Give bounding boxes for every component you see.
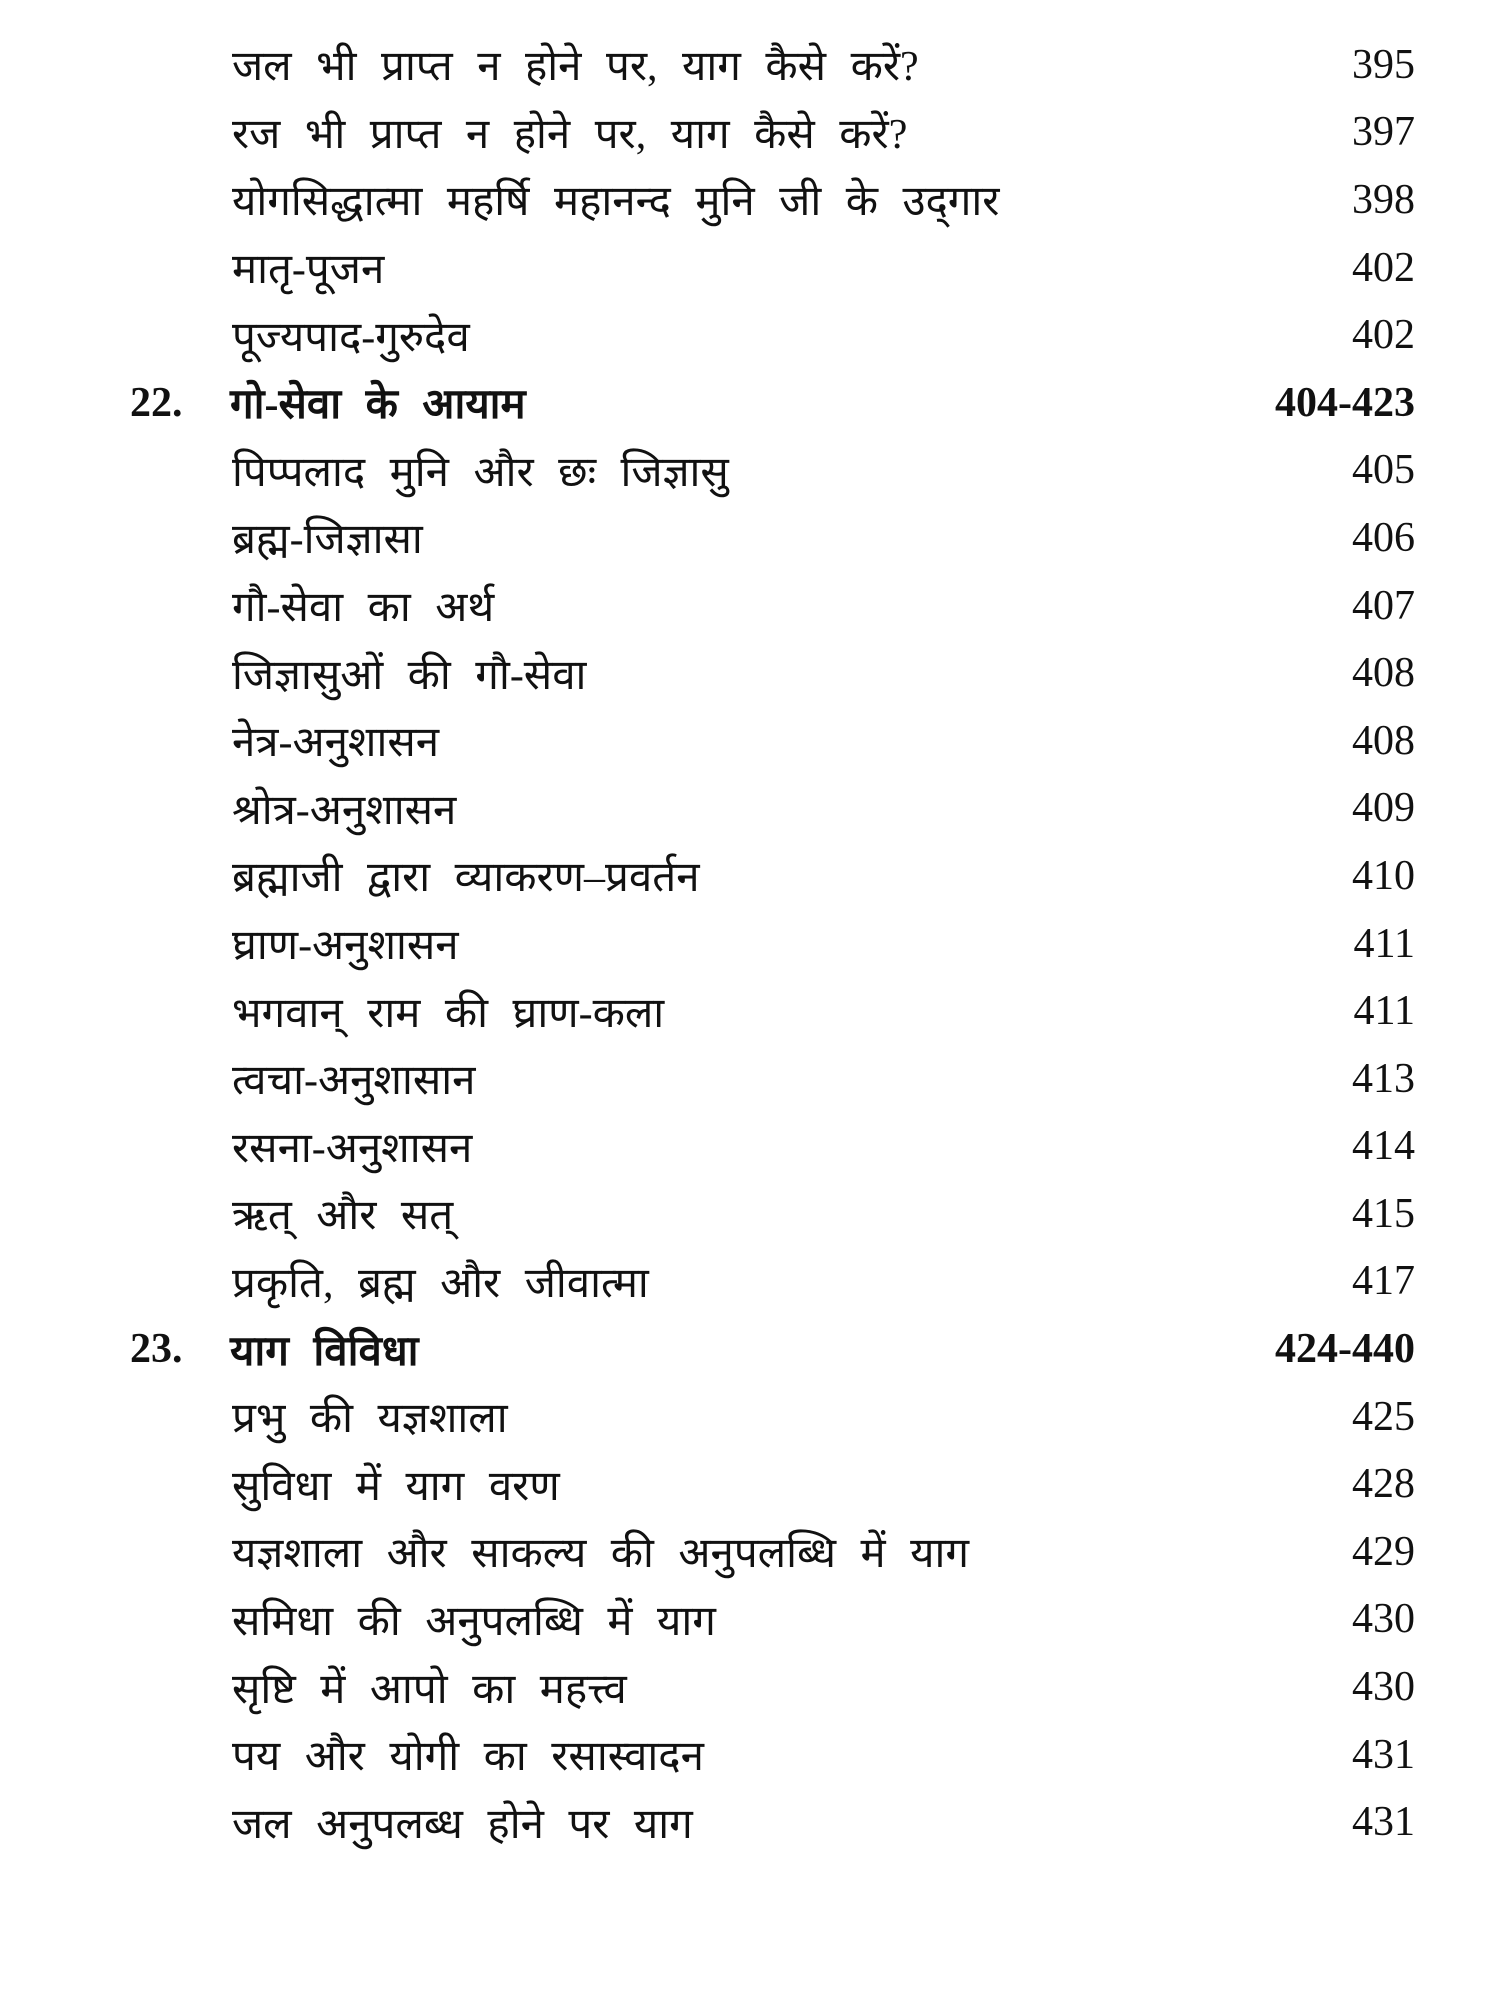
toc-entry-row: नेत्र-अनुशासन 408 xyxy=(130,707,1415,775)
toc-entry-row: गौ-सेवा का अर्थ 407 xyxy=(130,572,1415,640)
chapter-page-range: 404-423 xyxy=(1275,379,1415,426)
toc-entry-row: श्रोत्र-अनुशासन 409 xyxy=(130,775,1415,843)
entry-page-number: 430 xyxy=(1352,1664,1415,1711)
entry-page-number: 407 xyxy=(1352,582,1415,629)
toc-entry-row: ऋत् और सत् 415 xyxy=(130,1180,1415,1248)
entry-title: रसना-अनुशासन xyxy=(232,1125,473,1172)
chapter-title: गो-सेवा के आयाम xyxy=(230,382,526,429)
entry-title: प्रकृति, ब्रह्म और जीवात्मा xyxy=(232,1260,649,1307)
toc-chapter-row: 22. गो-सेवा के आयाम 404-423 xyxy=(130,369,1415,437)
toc-entry-row: सृष्टि में आपो का महत्त्व 430 xyxy=(130,1653,1415,1721)
entry-title: श्रोत्र-अनुशासन xyxy=(232,787,457,834)
entry-page-number: 411 xyxy=(1353,920,1415,967)
toc-entry-row: रज भी प्राप्त न होने पर, याग कैसे करें? 3… xyxy=(130,99,1415,167)
entry-page-number: 408 xyxy=(1352,650,1415,697)
entry-title: जल अनुपलब्ध होने पर याग xyxy=(232,1801,693,1848)
entry-title: मातृ-पूजन xyxy=(232,247,385,294)
entry-title: जिज्ञासुओं की गौ-सेवा xyxy=(232,652,587,699)
toc-entry-row: जल भी प्राप्त न होने पर, याग कैसे करें? 3… xyxy=(130,31,1415,99)
entry-title: रज भी प्राप्त न होने पर, याग कैसे करें? xyxy=(232,111,908,158)
entry-title: भगवान् राम की घ्राण-कला xyxy=(232,990,665,1037)
entry-title: पय और योगी का रसास्वादन xyxy=(232,1734,704,1781)
toc-entry-row: भगवान् राम की घ्राण-कला 411 xyxy=(130,977,1415,1045)
entry-title: गौ-सेवा का अर्थ xyxy=(232,585,495,632)
toc-entry-row: सुविधा में याग वरण 428 xyxy=(130,1450,1415,1518)
toc-entry-row: त्वचा-अनुशासान 413 xyxy=(130,1045,1415,1113)
entry-page-number: 395 xyxy=(1352,41,1415,88)
entry-title: जल भी प्राप्त न होने पर, याग कैसे करें? xyxy=(232,44,919,91)
entry-page-number: 397 xyxy=(1352,109,1415,156)
entry-title: ऋत् और सत् xyxy=(232,1193,454,1240)
entry-page-number: 431 xyxy=(1352,1799,1415,1846)
entry-page-number: 405 xyxy=(1352,447,1415,494)
toc-entry-row: प्रभु की यज्ञशाला 425 xyxy=(130,1383,1415,1451)
entry-page-number: 408 xyxy=(1352,717,1415,764)
toc-entry-row: योगसिद्धात्मा महर्षि महानन्द मुनि जी के … xyxy=(130,166,1415,234)
entry-page-number: 413 xyxy=(1352,1055,1415,1102)
entry-title: नेत्र-अनुशासन xyxy=(232,720,440,767)
entry-page-number: 406 xyxy=(1352,514,1415,561)
entry-title: सुविधा में याग वरण xyxy=(232,1463,560,1510)
entry-page-number: 425 xyxy=(1352,1393,1415,1440)
entry-page-number: 402 xyxy=(1352,312,1415,359)
entry-page-number: 417 xyxy=(1352,1258,1415,1305)
entry-title: यज्ञशाला और साकल्य की अनुपलब्धि में याग xyxy=(232,1531,970,1578)
toc-entry-row: ब्रह्म-जिज्ञासा 406 xyxy=(130,504,1415,572)
toc-entry-row: ब्रह्माजी द्वारा व्याकरण–प्रवर्तन 410 xyxy=(130,842,1415,910)
entry-page-number: 430 xyxy=(1352,1596,1415,1643)
toc-entry-row: जिज्ञासुओं की गौ-सेवा 408 xyxy=(130,639,1415,707)
entry-page-number: 398 xyxy=(1352,176,1415,223)
entry-page-number: 410 xyxy=(1352,852,1415,899)
entry-page-number: 431 xyxy=(1352,1731,1415,1778)
entry-page-number: 429 xyxy=(1352,1528,1415,1575)
toc-entry-row: पिप्पलाद मुनि और छः जिज्ञासु 405 xyxy=(130,437,1415,505)
toc-entry-row: यज्ञशाला और साकल्य की अनुपलब्धि में याग 4… xyxy=(130,1518,1415,1586)
entry-page-number: 415 xyxy=(1352,1190,1415,1237)
toc-entry-row: समिधा की अनुपलब्धि में याग 430 xyxy=(130,1586,1415,1654)
entry-title: घ्राण-अनुशासन xyxy=(232,923,459,970)
toc-entry-row: रसना-अनुशासन 414 xyxy=(130,1113,1415,1181)
chapter-page-range: 424-440 xyxy=(1275,1326,1415,1373)
entry-title: योगसिद्धात्मा महर्षि महानन्द मुनि जी के … xyxy=(232,179,1000,226)
entry-page-number: 414 xyxy=(1352,1123,1415,1170)
entry-title: पूज्यपाद-गुरुदेव xyxy=(232,314,470,361)
toc-entry-row: प्रकृति, ब्रह्म और जीवात्मा 417 xyxy=(130,1248,1415,1316)
entry-title: पिप्पलाद मुनि और छः जिज्ञासु xyxy=(232,449,729,496)
entry-title: प्रभु की यज्ञशाला xyxy=(232,1396,508,1443)
toc-entry-row: घ्राण-अनुशासन 411 xyxy=(130,910,1415,978)
entry-title: ब्रह्माजी द्वारा व्याकरण–प्रवर्तन xyxy=(232,855,700,902)
toc-entry-row: पूज्यपाद-गुरुदेव 402 xyxy=(130,301,1415,369)
entry-page-number: 428 xyxy=(1352,1461,1415,1508)
table-of-contents: जल भी प्राप्त न होने पर, याग कैसे करें? 3… xyxy=(130,31,1415,1856)
chapter-title: याग विविधा xyxy=(230,1328,419,1375)
toc-entry-row: जल अनुपलब्ध होने पर याग 431 xyxy=(130,1788,1415,1856)
entry-title: ब्रह्म-जिज्ञासा xyxy=(232,517,423,564)
toc-entry-row: पय और योगी का रसास्वादन 431 xyxy=(130,1721,1415,1789)
chapter-number: 22. xyxy=(130,379,183,426)
entry-title: त्वचा-अनुशासान xyxy=(232,1058,476,1105)
entry-page-number: 411 xyxy=(1353,988,1415,1035)
toc-entry-row: मातृ-पूजन 402 xyxy=(130,234,1415,302)
entry-title: समिधा की अनुपलब्धि में याग xyxy=(232,1598,716,1645)
entry-title: सृष्टि में आपो का महत्त्व xyxy=(232,1666,627,1713)
chapter-number: 23. xyxy=(130,1326,183,1373)
entry-page-number: 409 xyxy=(1352,785,1415,832)
entry-page-number: 402 xyxy=(1352,244,1415,291)
toc-chapter-row: 23. याग विविधा 424-440 xyxy=(130,1315,1415,1383)
